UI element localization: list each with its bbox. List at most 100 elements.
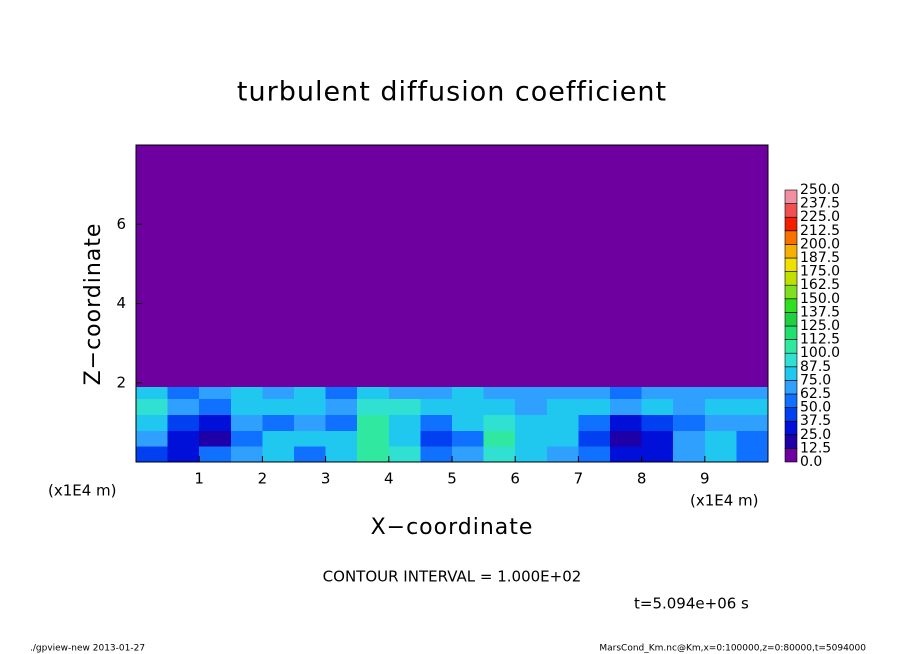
colorbar-label: 50.0 [800,400,831,416]
colorbar-band [784,298,798,313]
field-cell [294,386,327,400]
field-cell [673,145,706,388]
x-tick-label: 5 [447,470,457,488]
field-cell [641,414,674,431]
colorbar-label: 225.0 [800,209,840,225]
field-cell [262,414,295,431]
field-cell [199,398,232,415]
colorbar-label: 100.0 [800,345,840,361]
field-cell [452,398,485,415]
field-cell [483,145,516,388]
field-cell [641,398,674,415]
field-cell [610,414,643,431]
field-cell [452,430,485,447]
field-cell [136,145,169,388]
field-cell [262,145,295,388]
field-cell [199,414,232,431]
colorbar-label: 162.5 [800,277,840,293]
time-note: t=5.094e+06 s [634,595,749,613]
colorbar-band [784,420,798,436]
colorbar-label: 12.5 [800,440,831,456]
field-cell [704,414,737,431]
field-cell [325,430,358,447]
colorbar-label: 237.5 [800,196,840,212]
colorbar-label: 37.5 [800,413,831,429]
colorbar-band [784,448,798,463]
colorbar-label: 187.5 [800,250,840,266]
field-cell [325,414,358,431]
field-cell [167,386,200,400]
field-cell [199,446,232,463]
field-cell [262,398,295,415]
colorbar-band [784,216,798,232]
field-cell [388,414,421,431]
field-cell [167,414,200,431]
field-cell [420,414,453,431]
field-cell [136,398,169,415]
colorbar-label: 250.0 [800,182,840,198]
x-unit-left: (x1E4 m) [48,482,117,500]
y-tick-label: 2 [116,373,126,391]
field-cell [262,430,295,447]
field-cell [546,386,579,400]
field-cell [325,446,358,463]
field-cell [452,386,485,400]
field-cell [546,446,579,463]
x-tick-label: 3 [321,470,331,488]
colorbar-label: 0.0 [800,454,822,470]
field-cell [199,386,232,400]
field-cell [388,398,421,415]
field-cell [167,446,200,463]
field-cell [420,430,453,447]
field-cell [294,414,327,431]
field-cell [230,145,263,388]
field-cell [294,430,327,447]
colorbar-band [784,434,798,449]
field-cell [736,414,769,431]
x-tick-label: 1 [194,470,204,488]
field-cell [199,430,232,447]
field-cell [515,145,548,388]
field-cell [736,398,769,415]
field-cell [483,386,516,400]
field-cell [357,414,390,431]
field-cell [610,398,643,415]
field-cell [515,398,548,415]
field-cell [357,398,390,415]
colorbar-label: 125.0 [800,318,840,334]
field-cell [546,145,579,388]
field-cell [452,145,485,388]
field-cell [704,398,737,415]
colorbar-label: 137.5 [800,304,840,320]
field-cell [704,430,737,447]
colorbar-label: 200.0 [800,236,840,252]
x-tick-label: 6 [510,470,520,488]
field-cell [736,386,769,400]
y-tick-label: 4 [116,294,126,312]
field-cell [641,430,674,447]
field-cell [357,145,390,388]
field-cell [325,386,358,400]
field-cell [704,145,737,388]
field-cell [262,446,295,463]
field-cell [167,145,200,388]
contour-note: CONTOUR INTERVAL = 1.000E+02 [323,568,582,586]
colorbar-band [784,244,798,259]
colorbar-label: 87.5 [800,359,831,375]
field-cell [610,145,643,388]
field-cell [420,446,453,463]
field-cell [673,386,706,400]
colorbar-band [784,393,798,408]
field-cell [515,446,548,463]
field-cell [546,414,579,431]
field-cell [420,386,453,400]
field-cell [578,386,611,400]
field-cell [641,446,674,463]
x-axis-label: X−coordinate [371,515,534,540]
x-tick-label: 2 [258,470,268,488]
chart-title: turbulent diffusion coefficient [237,77,667,108]
field-cell [136,430,169,447]
field-cell [610,446,643,463]
field-cell [483,414,516,431]
field-cell [736,446,769,463]
